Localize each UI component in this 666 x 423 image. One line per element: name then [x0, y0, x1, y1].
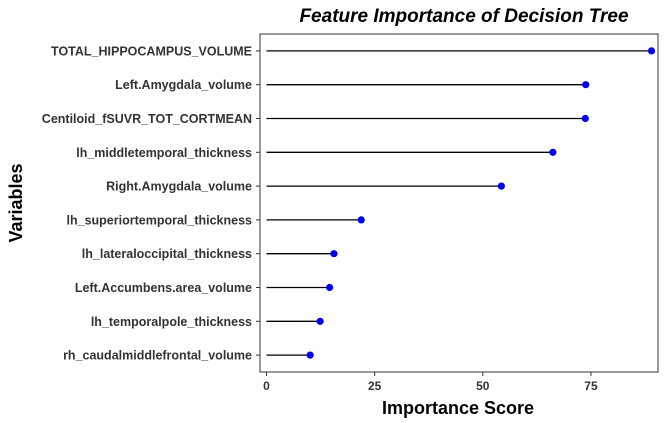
y-tick-label: Left.Accumbens.area_volume [75, 281, 252, 295]
lollipop-point [549, 148, 557, 156]
x-axis-title: Importance Score [382, 398, 534, 418]
x-axis: 0 25 50 75 [263, 372, 598, 393]
y-tick-label: TOTAL_HIPPOCAMPUS_VOLUME [51, 44, 252, 58]
lollipop-point [647, 47, 656, 55]
y-tick-label: Left.Amygdala_volume [115, 78, 252, 92]
x-tick-label: 25 [368, 379, 382, 393]
y-axis-title: Variables [6, 163, 26, 242]
x-tick-label: 50 [476, 379, 490, 393]
lollipop-marks [266, 47, 656, 359]
panel-border [259, 33, 659, 373]
lollipop-point [326, 283, 334, 292]
y-tick-label: Right.Amygdala_volume [106, 180, 252, 194]
plot-panel [259, 33, 659, 373]
y-tick-label: rh_caudalmiddlefrontal_volume [63, 349, 252, 363]
lollipop-point [581, 114, 589, 123]
x-tick-label: 0 [263, 379, 270, 393]
y-tick-label: lh_temporalpole_thickness [91, 315, 252, 329]
y-tick-label: lh_lateraloccipital_thickness [82, 247, 252, 261]
x-tick-label: 75 [584, 379, 598, 393]
y-tick-label: lh_superiortemporal_thickness [67, 213, 253, 227]
lollipop-point [330, 250, 338, 258]
lollipop-point [306, 351, 314, 359]
lollipop-point [582, 81, 590, 89]
lollipop-point [497, 182, 505, 190]
lollipop-point [316, 317, 324, 325]
y-tick-label: lh_middletemporal_thickness [76, 146, 252, 160]
y-tick-label: Centiloid_fSUVR_TOT_CORTMEAN [42, 112, 252, 126]
y-axis-labels: TOTAL_HIPPOCAMPUS_VOLUME Left.Amygdala_vo… [42, 44, 260, 363]
lollipop-point [357, 216, 365, 224]
chart-title: Feature Importance of Decision Tree [299, 6, 629, 27]
